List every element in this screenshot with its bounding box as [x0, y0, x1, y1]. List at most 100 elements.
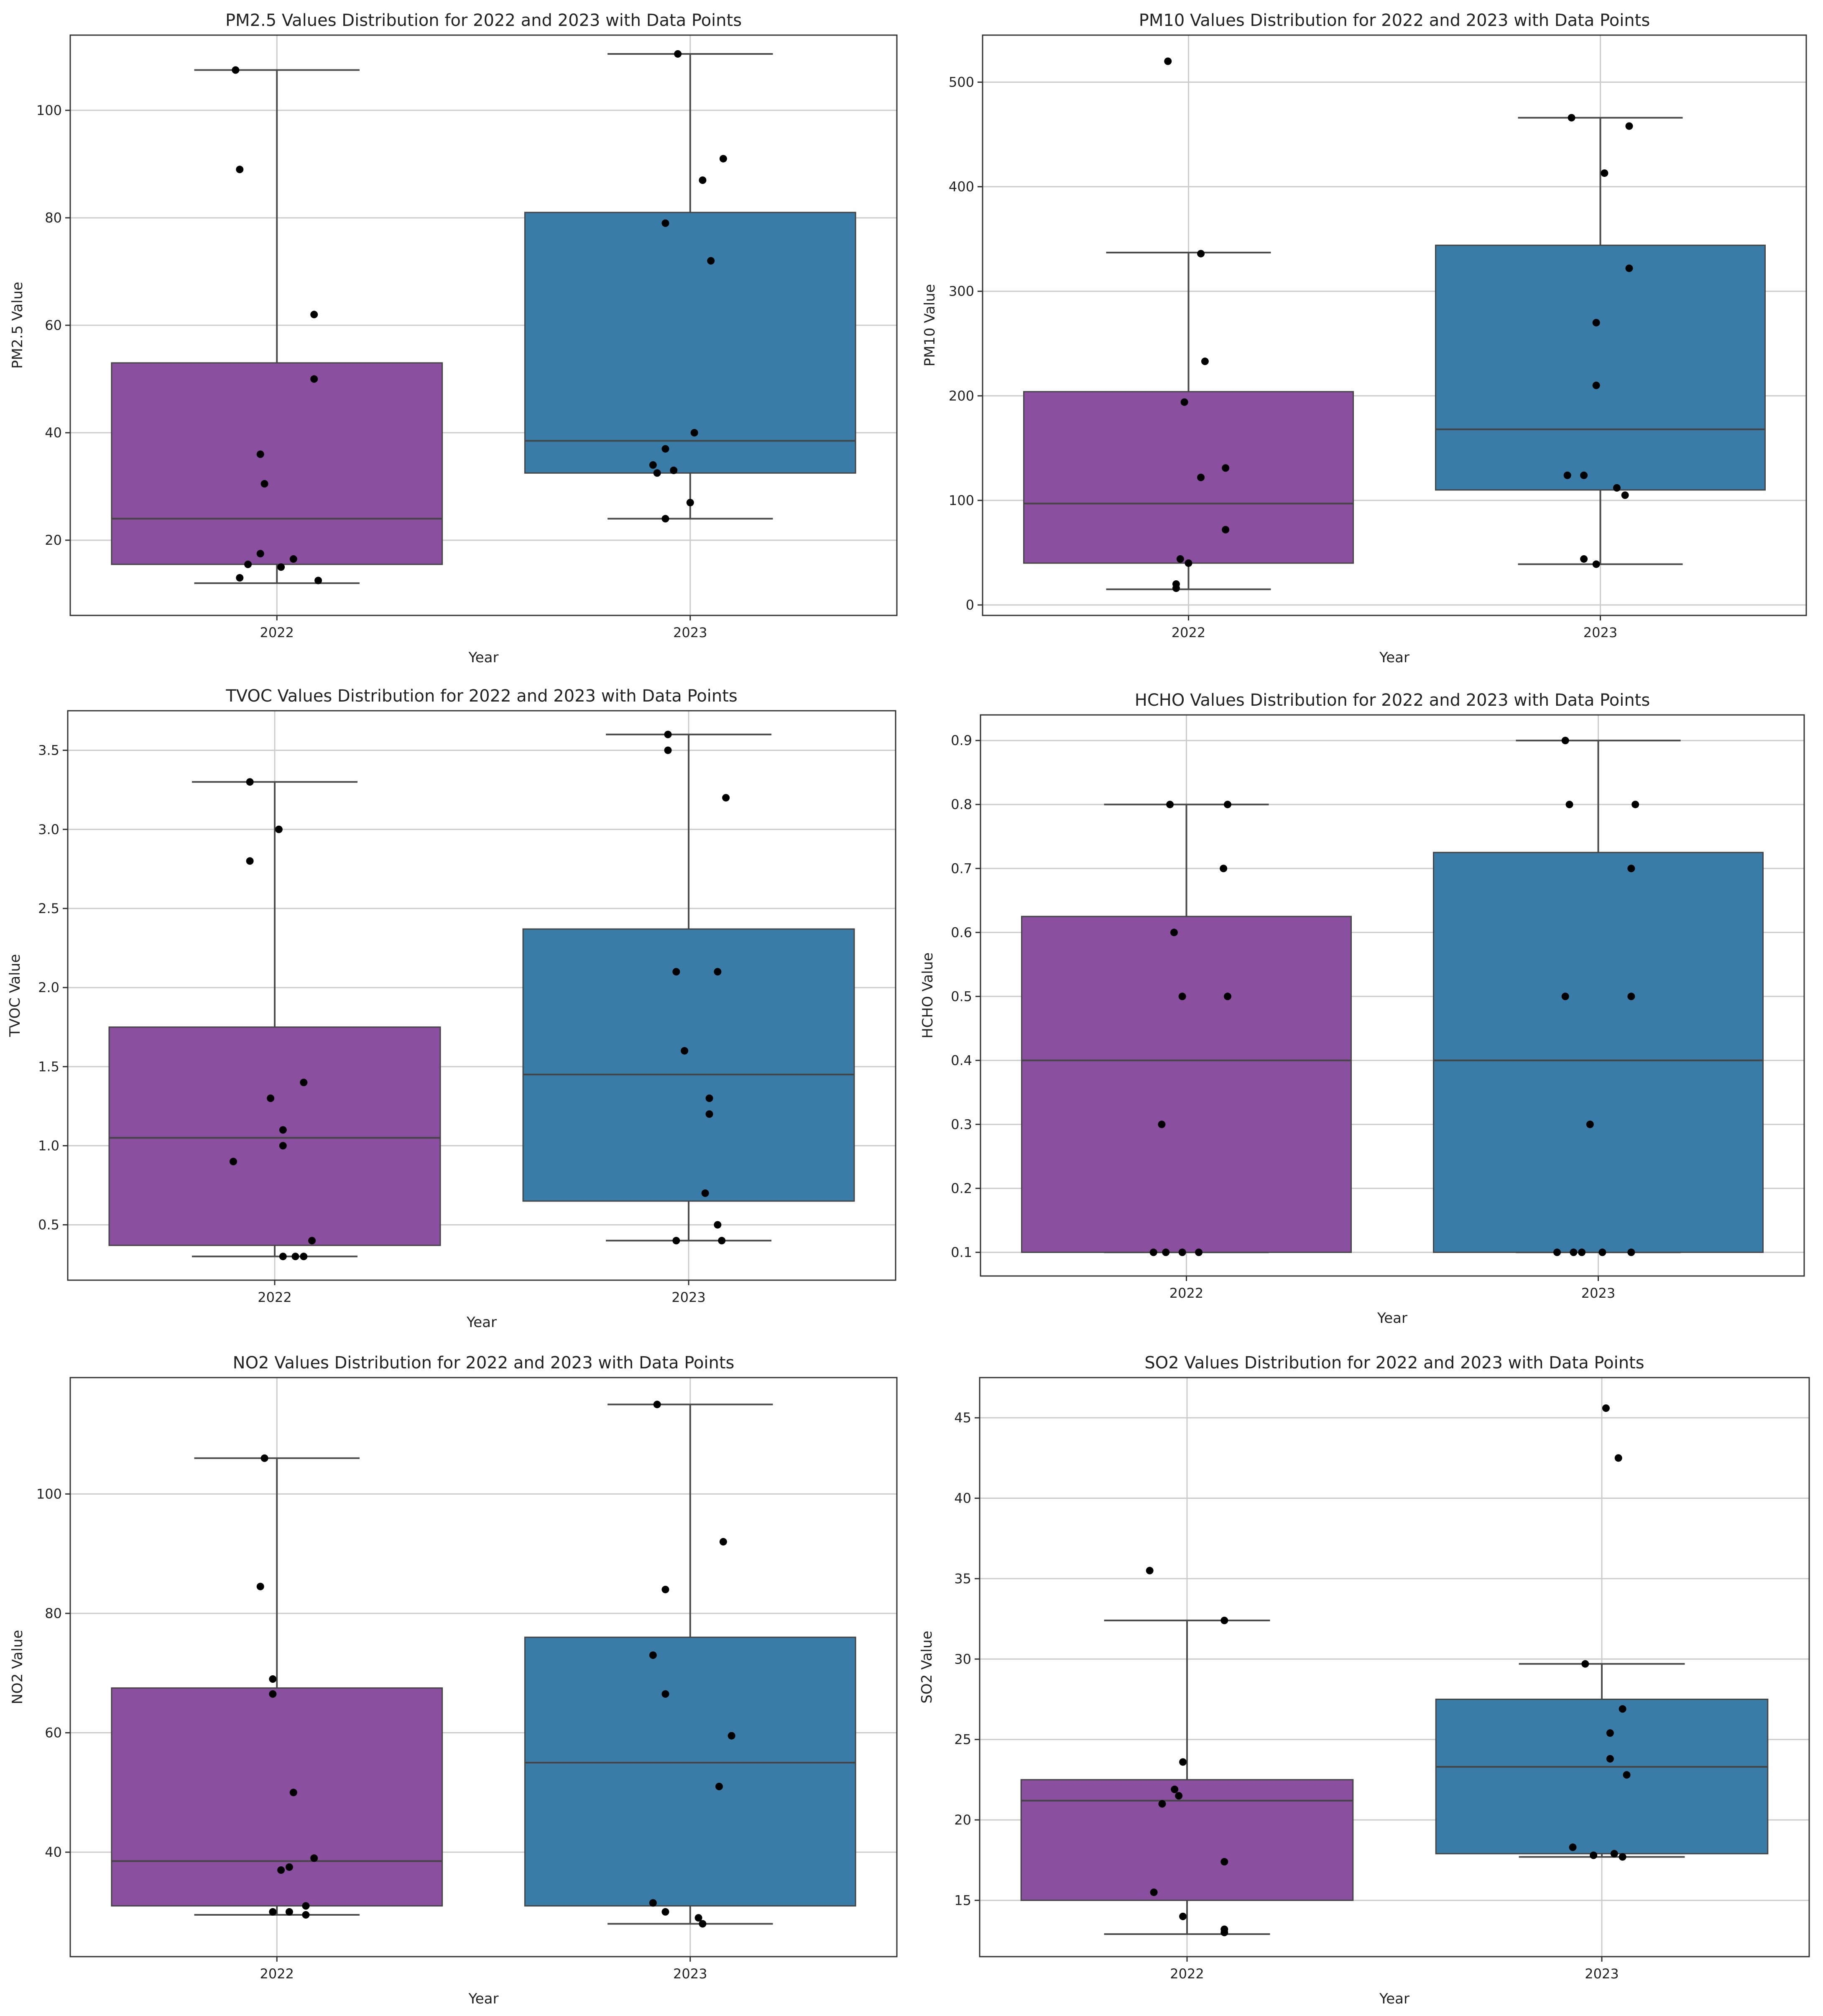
- data-point-2022: [1197, 250, 1205, 258]
- plot-frame: [69, 1377, 898, 1957]
- data-point-2023: [1601, 169, 1609, 177]
- y-axis-label: TVOC Value: [7, 954, 23, 1037]
- y-tick-label: 2.5: [38, 901, 59, 916]
- plot-frame: [979, 1377, 1810, 1957]
- data-point-2023: [705, 1094, 713, 1102]
- plot-frame: [982, 34, 1807, 616]
- y-tick-label: 0.9: [951, 732, 972, 748]
- y-tick-label: 400: [949, 179, 974, 195]
- data-point-2023: [690, 429, 698, 437]
- data-point-2022: [277, 1866, 285, 1874]
- y-tick-label: 0: [966, 597, 974, 613]
- data-point-2023: [661, 1908, 669, 1916]
- data-point-2023: [672, 968, 680, 976]
- x-tick-label: 2022: [258, 1289, 291, 1305]
- y-tick-label: 35: [954, 1571, 971, 1587]
- data-point-2023: [1592, 319, 1600, 327]
- data-point-2023: [1563, 471, 1571, 479]
- data-point-2022: [1158, 1120, 1166, 1128]
- data-point-2022: [275, 825, 283, 833]
- data-point-2022: [236, 574, 244, 582]
- data-point-2023: [653, 1401, 661, 1409]
- chart-panel-3: 0.1 0.2 0.3 0.4 0.5 0.6 0.7 0.8 0.9 2022 2023 HCHO …: [919, 691, 1805, 1327]
- y-axis-label: NO2 Value: [9, 1630, 26, 1704]
- data-point-2022: [1146, 1567, 1154, 1575]
- x-axis-label: Year: [1379, 649, 1409, 666]
- data-point-2022: [267, 1094, 275, 1102]
- data-point-2023: [1627, 865, 1635, 873]
- data-point-2022: [1201, 357, 1209, 365]
- data-point-2023: [1580, 555, 1588, 563]
- data-point-2023: [1590, 1851, 1598, 1859]
- y-axis-label: PM10 Value: [922, 284, 938, 366]
- data-point-2023: [1570, 1248, 1578, 1256]
- data-point-2023: [649, 461, 657, 469]
- data-point-2022: [308, 1237, 316, 1245]
- box-2022: [111, 362, 443, 565]
- data-point-2022: [1158, 1800, 1166, 1808]
- y-tick-label: 0.5: [38, 1217, 59, 1233]
- data-point-2022: [260, 1454, 268, 1462]
- y-tick-label: 100: [36, 102, 62, 118]
- data-point-2022: [1185, 559, 1192, 567]
- data-point-2022: [1170, 929, 1178, 937]
- data-point-2022: [300, 1079, 308, 1087]
- y-tick-label: 80: [45, 1605, 62, 1621]
- box-2023: [1435, 245, 1766, 491]
- plot-frame: [980, 714, 1805, 1277]
- data-point-2023: [719, 155, 727, 163]
- data-point-2022: [289, 555, 297, 563]
- box-2023: [524, 212, 856, 474]
- data-point-2022: [246, 778, 254, 786]
- box-2022: [1020, 1779, 1354, 1901]
- data-point-2022: [269, 1690, 277, 1698]
- data-point-2023: [1619, 1853, 1626, 1861]
- data-point-2022: [1222, 526, 1230, 533]
- data-point-2023: [719, 1538, 727, 1546]
- box-2023: [524, 1636, 856, 1907]
- data-point-2023: [1586, 1120, 1594, 1128]
- data-point-2023: [1625, 264, 1633, 272]
- data-point-2023: [661, 219, 669, 227]
- data-point-2022: [269, 1675, 277, 1683]
- y-tick-label: 60: [45, 1725, 62, 1741]
- y-tick-label: 0.7: [951, 860, 972, 876]
- data-point-2022: [1180, 398, 1188, 406]
- data-point-2022: [1178, 993, 1186, 1000]
- data-point-2022: [300, 1253, 308, 1261]
- y-tick-label: 1.5: [38, 1059, 59, 1074]
- y-axis-label: PM2.5 Value: [9, 282, 26, 369]
- chart-title: NO2 Values Distribution for 2022 and 202…: [233, 1353, 735, 1373]
- x-tick-label: 2022: [1172, 625, 1205, 641]
- y-tick-label: 40: [954, 1490, 971, 1506]
- y-tick-label: 0.6: [951, 924, 972, 940]
- data-point-2022: [1224, 993, 1231, 1000]
- chart-panel-2: 0.5 1.0 1.5 2.0 2.5 3.0 3.5 2022 2023 TVOC Values…: [7, 686, 896, 1331]
- data-point-2023: [1569, 1843, 1577, 1851]
- data-point-2022: [1150, 1888, 1158, 1896]
- data-point-2023: [1610, 1850, 1618, 1858]
- y-tick-label: 500: [949, 74, 974, 90]
- x-tick-label: 2022: [1169, 1285, 1203, 1301]
- data-point-2023: [661, 1690, 669, 1698]
- chart-title: HCHO Values Distribution for 2022 and 20…: [1135, 691, 1650, 710]
- y-tick-label: 0.3: [951, 1116, 972, 1132]
- data-point-2022: [277, 563, 285, 571]
- x-tick-label: 2023: [673, 1966, 707, 1982]
- box-2023: [522, 928, 855, 1202]
- data-point-2023: [718, 1237, 726, 1245]
- data-point-2022: [1171, 1785, 1179, 1793]
- data-point-2023: [1627, 993, 1635, 1000]
- data-point-2023: [1592, 560, 1600, 568]
- data-point-2022: [246, 857, 254, 865]
- data-point-2022: [1166, 801, 1174, 809]
- data-point-2022: [314, 577, 322, 584]
- data-point-2023: [722, 794, 730, 802]
- data-point-2023: [1625, 122, 1633, 130]
- box-2023: [1433, 852, 1764, 1253]
- y-tick-label: 20: [45, 532, 62, 548]
- data-point-2022: [1178, 1248, 1186, 1256]
- y-tick-label: 100: [949, 493, 974, 508]
- y-tick-label: 3.0: [38, 822, 59, 837]
- chart-title: TVOC Values Distribution for 2022 and 20…: [225, 686, 737, 706]
